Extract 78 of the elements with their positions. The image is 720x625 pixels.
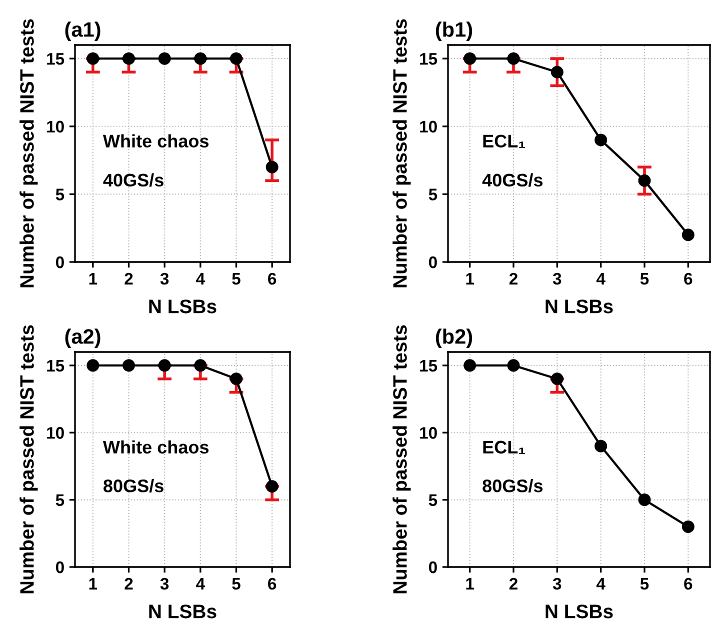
annotation: 40GS/s (482, 173, 543, 187)
x-tick-label: 1 (89, 578, 98, 590)
x-tick-label: 2 (124, 578, 133, 590)
y-tick-label: 10 (420, 120, 437, 133)
point (638, 494, 651, 506)
x-tick-label: 5 (232, 273, 240, 285)
point (507, 52, 520, 65)
y-axis-title: Number of passed NIST tests (20, 325, 38, 594)
point (464, 52, 476, 65)
chart-title: (a2) (65, 328, 100, 348)
x-tick-label: 6 (684, 578, 692, 590)
x-axis-title: N LSBs (149, 300, 216, 314)
x-tick-label: 2 (124, 272, 133, 284)
x-tick-label: 1 (466, 578, 474, 590)
x-axis-title: N LSBs (546, 604, 613, 618)
y-axis-title: Number of passed NIST tests (20, 19, 38, 288)
point (550, 66, 564, 78)
y-tick-label: 10 (47, 120, 64, 133)
point (594, 134, 608, 146)
x-tick-label: 4 (596, 273, 606, 284)
point (464, 359, 476, 372)
point (122, 359, 135, 372)
y-tick-label: 10 (47, 427, 64, 439)
x-tick-label: 5 (640, 273, 649, 285)
y-tick-label: 5 (56, 494, 64, 506)
y-tick-label: 0 (56, 561, 64, 574)
point (194, 359, 207, 372)
point (594, 440, 608, 452)
x-tick-label: 3 (160, 272, 169, 285)
y-axis-title: Number of passed NIST tests (392, 325, 411, 594)
chart-title: (b1) (436, 22, 472, 41)
annotation: ECL₁ (483, 440, 526, 454)
point (550, 372, 564, 386)
y-tick-label: 0 (428, 256, 437, 268)
y-tick-label: 15 (420, 360, 438, 372)
point (682, 520, 694, 533)
y-tick-label: 15 (420, 53, 438, 65)
x-tick-label: 1 (89, 273, 98, 284)
y-tick-label: 5 (56, 188, 64, 200)
y-axis-title: Number of passed NIST tests (392, 19, 411, 288)
y-tick-label: 15 (47, 53, 64, 65)
point (158, 359, 171, 372)
y-tick-label: 5 (428, 494, 438, 506)
x-tick-label: 3 (552, 272, 562, 285)
x-tick-label: 6 (268, 578, 276, 590)
x-tick-label: 2 (509, 578, 518, 590)
point (507, 359, 520, 372)
x-tick-label: 1 (466, 273, 474, 284)
x-tick-label: 5 (640, 578, 649, 590)
point (230, 372, 242, 386)
annotation: 80GS/s (482, 479, 543, 492)
y-tick-label: 0 (56, 256, 64, 268)
x-tick-label: 4 (196, 578, 205, 590)
y-tick-label: 0 (428, 561, 437, 574)
chart-title: (a1) (65, 22, 100, 41)
x-tick-label: 5 (232, 578, 240, 590)
annotation: White chaos (102, 440, 209, 454)
point (638, 174, 651, 187)
x-tick-label: 6 (684, 272, 692, 285)
x-tick-label: 4 (196, 273, 205, 284)
x-tick-label: 2 (509, 272, 518, 284)
y-tick-label: 10 (420, 427, 437, 439)
annotation: White chaos (102, 134, 209, 148)
annotation: 80GS/s (104, 479, 164, 492)
x-axis-title: N LSBs (149, 604, 216, 618)
x-tick-label: 4 (596, 578, 606, 590)
x-axis-title: N LSBs (546, 300, 613, 314)
x-tick-label: 3 (552, 578, 562, 590)
y-tick-label: 15 (47, 360, 64, 372)
y-tick-label: 5 (428, 188, 438, 200)
chart-title: (b2) (436, 328, 472, 348)
x-tick-label: 3 (160, 578, 169, 590)
annotation: 40GS/s (103, 173, 164, 187)
annotation: ECL₁ (483, 134, 526, 148)
point (86, 359, 100, 372)
point (266, 480, 278, 493)
point (682, 228, 694, 242)
x-tick-label: 6 (268, 272, 276, 285)
